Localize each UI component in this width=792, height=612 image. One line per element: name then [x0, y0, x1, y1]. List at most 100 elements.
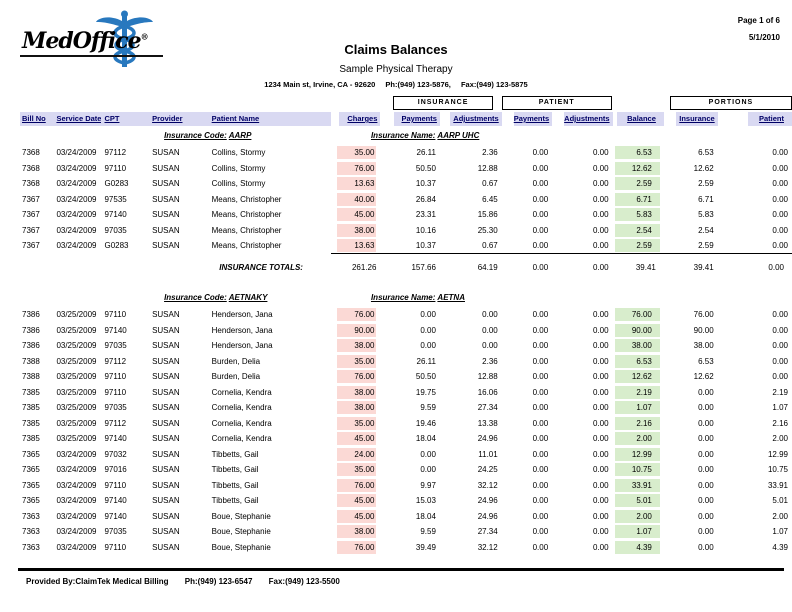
table-row: 7363 03/24/2009 97140 SUSAN Boue, Stephanie 4… [20, 509, 792, 525]
cell-pat-payments: 0.00 [532, 418, 549, 428]
cell-pat-payments: 0.00 [532, 241, 549, 250]
cell-ins-payments: 39.49 [415, 542, 436, 552]
cell-bill-no: 7367 [22, 210, 40, 220]
balance-highlight: 2.00 [614, 432, 660, 446]
cell-bill-no: 7367 [22, 225, 40, 235]
cell-charges: 45.00 [331, 207, 380, 223]
balance-highlight: 10.75 [614, 463, 660, 477]
footer-divider [18, 568, 784, 571]
column-header-row: Bill No Service Date CPT Provider Patien… [20, 112, 792, 126]
cell-portion-patient: 2.00 [772, 511, 788, 521]
total-pat-adjustments: 0.00 [552, 253, 613, 277]
charges-highlight: 45.00 [336, 432, 377, 446]
insurance-totals-row: INSURANCE TOTALS: 261.26 157.66 64.19 0.00 0.… [20, 253, 792, 277]
cell-portion-insurance: 0.00 [698, 449, 714, 459]
cell-ins-payments: 0.00 [420, 341, 436, 351]
cell-pat-payments: 0.00 [532, 511, 549, 521]
charges-highlight: 76.00 [336, 161, 377, 175]
cell-patient-name: Means, Christopher [211, 225, 282, 235]
section-header-row: Insurance Code: AETNAKY Insurance Name: AET… [20, 288, 792, 307]
section-spacer [502, 126, 792, 145]
cell-balance: 2.54 [613, 223, 664, 239]
cell-provider: SUSAN [152, 418, 180, 428]
balance-highlight: 76.00 [614, 308, 660, 322]
cell-charges: 38.00 [331, 223, 380, 239]
cell-balance: 5.01 [613, 493, 664, 509]
cell-patient-name: Cornelia, Kendra [211, 434, 272, 444]
charges-highlight: 35.00 [336, 146, 377, 160]
caduceus-icon [96, 10, 153, 67]
cell-cpt: 97535 [104, 194, 127, 204]
cell-portion-insurance: 5.83 [698, 210, 714, 220]
charges-highlight: 76.00 [336, 308, 377, 322]
cell-cpt: 97112 [104, 418, 127, 428]
medoffice-logo: MedOffice® [18, 10, 163, 70]
charges-highlight: 76.00 [336, 478, 377, 492]
cell-pat-adjustments: 0.00 [593, 210, 609, 220]
cell-balance: 2.00 [613, 509, 664, 525]
cell-portion-insurance: 0.00 [698, 465, 714, 475]
cell-balance: 10.75 [613, 462, 664, 478]
cell-bill-no: 7385 [22, 403, 40, 413]
cell-portion-insurance: 0.00 [698, 480, 714, 490]
cell-provider: SUSAN [152, 225, 180, 235]
cell-ins-adjustments: 15.86 [477, 210, 498, 220]
cell-provider: SUSAN [152, 449, 180, 459]
cell-ins-payments: 18.04 [415, 511, 436, 521]
cell-cpt: 97140 [104, 210, 127, 220]
table-row: 7365 03/24/2009 97016 SUSAN Tibbetts, Gail 35… [20, 462, 792, 478]
group-portions: PORTIONS [664, 96, 792, 112]
col-service-date: Service Date [54, 112, 102, 126]
cell-portion-patient: 0.00 [772, 325, 788, 335]
cell-pat-adjustments: 0.00 [593, 325, 609, 335]
insurance-code-value: AETNAKY [228, 293, 268, 302]
cell-provider: SUSAN [152, 403, 180, 413]
cell-pat-payments: 0.00 [532, 480, 549, 490]
cell-portion-patient: 2.16 [772, 418, 788, 428]
cell-ins-payments: 18.04 [415, 434, 436, 444]
cell-pat-adjustments: 0.00 [593, 372, 609, 382]
cell-portion-insurance: 2.59 [698, 179, 714, 189]
cell-ins-payments: 50.50 [415, 163, 436, 173]
cell-pat-payments: 0.00 [532, 179, 549, 189]
cell-provider: SUSAN [152, 496, 180, 506]
col-cpt: CPT [101, 112, 151, 126]
cell-provider: SUSAN [152, 356, 180, 366]
cell-pat-adjustments: 0.00 [593, 225, 609, 235]
cell-pat-adjustments: 0.00 [593, 496, 609, 506]
logo-text: MedOffice® [20, 28, 163, 57]
cell-balance: 2.00 [613, 431, 664, 447]
cell-pat-payments: 0.00 [532, 356, 549, 366]
balance-highlight: 2.16 [614, 416, 660, 430]
table-row: 7368 03/24/2009 G0283 SUSAN Collins, Stormy 1… [20, 176, 792, 192]
cell-pat-payments: 0.00 [532, 496, 549, 506]
cell-cpt: 97110 [104, 387, 127, 397]
table-row: 7367 03/24/2009 G0283 SUSAN Means, Christoph… [20, 238, 792, 254]
cell-ins-payments: 9.97 [420, 480, 436, 490]
cell-balance: 2.59 [613, 238, 664, 254]
cell-portion-insurance: 2.54 [698, 225, 714, 235]
balance-highlight: 12.99 [614, 447, 660, 461]
cell-pat-adjustments: 0.00 [593, 387, 609, 397]
charges-highlight: 45.00 [336, 509, 377, 523]
cell-ins-payments: 0.00 [420, 449, 436, 459]
cell-pat-payments: 0.00 [532, 387, 549, 397]
cell-patient-name: Tibbetts, Gail [211, 465, 259, 475]
cell-ins-payments: 19.46 [415, 418, 436, 428]
address-street: 1234 Main st, Irvine, CA - 92620 [264, 80, 376, 89]
cell-portion-patient: 0.00 [772, 148, 788, 158]
section-spacer [502, 288, 792, 307]
cell-ins-adjustments: 0.00 [482, 325, 498, 335]
cell-patient-name: Boue, Stephanie [211, 511, 271, 521]
cell-service-date: 03/24/2009 [56, 527, 97, 537]
cell-ins-payments: 0.00 [420, 325, 436, 335]
cell-service-date: 03/24/2009 [56, 480, 97, 490]
cell-balance: 1.07 [613, 524, 664, 540]
cell-patient-name: Cornelia, Kendra [211, 387, 272, 397]
cell-provider: SUSAN [152, 341, 180, 351]
cell-bill-no: 7365 [22, 465, 40, 475]
cell-charges: 40.00 [331, 192, 380, 208]
cell-provider: SUSAN [152, 387, 180, 397]
charges-highlight: 38.00 [336, 401, 377, 415]
cell-patient-name: Henderson, Jana [211, 310, 273, 320]
